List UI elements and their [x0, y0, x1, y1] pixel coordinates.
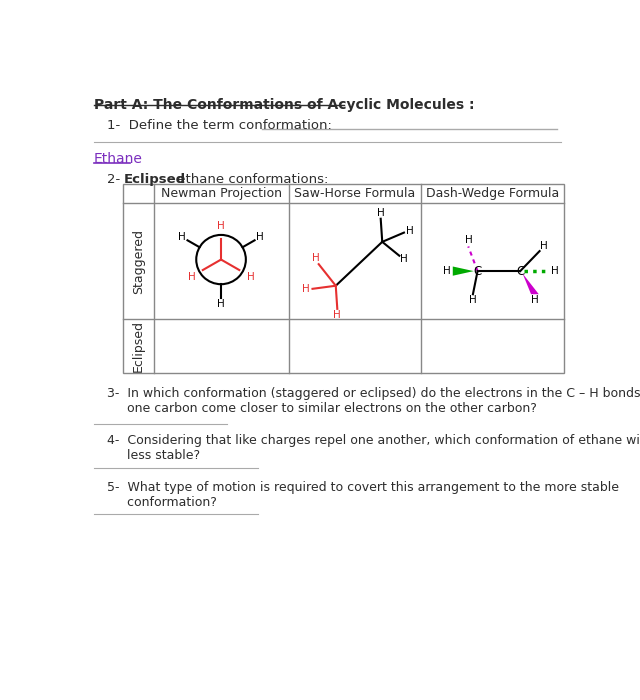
Text: H: H	[377, 208, 385, 218]
Text: Staggered: Staggered	[132, 229, 145, 293]
Bar	[123, 184, 564, 372]
Text: H: H	[246, 272, 255, 281]
Text: H: H	[400, 254, 408, 264]
Text: H: H	[465, 234, 473, 244]
Text: Saw-Horse Formula: Saw-Horse Formula	[294, 187, 416, 200]
Text: H: H	[179, 232, 186, 242]
Text: H: H	[217, 220, 225, 231]
Text: H: H	[333, 310, 341, 320]
Text: 2-: 2-	[107, 173, 129, 186]
Text: Newman Projection: Newman Projection	[161, 187, 282, 200]
Text: H: H	[540, 241, 547, 251]
Text: 1-  Define the term conformation:: 1- Define the term conformation:	[107, 118, 332, 132]
Text: H: H	[531, 295, 539, 305]
Text: Part A: The Conformations of Acyclic Molecules :: Part A: The Conformations of Acyclic Mol…	[94, 98, 474, 112]
Text: H: H	[217, 299, 225, 309]
Text: H: H	[303, 284, 310, 294]
Text: H: H	[469, 295, 477, 305]
Text: H: H	[188, 272, 195, 281]
Polygon shape	[522, 274, 539, 294]
Text: 4-  Considering that like charges repel one another, which conformation of ethan: 4- Considering that like charges repel o…	[107, 434, 640, 463]
Text: H: H	[312, 253, 319, 263]
Text: Ethane: Ethane	[94, 152, 143, 166]
Text: Dash-Wedge Formula: Dash-Wedge Formula	[426, 187, 559, 200]
Text: H: H	[443, 266, 451, 276]
Text: Eclipsed: Eclipsed	[124, 173, 186, 186]
Text: C: C	[516, 265, 524, 278]
Text: H: H	[406, 226, 414, 236]
Text: H: H	[256, 232, 264, 242]
Text: 3-  In which conformation (staggered or eclipsed) do the electrons in the C – H : 3- In which conformation (staggered or e…	[107, 386, 640, 414]
Text: C: C	[474, 265, 482, 278]
Polygon shape	[452, 267, 474, 276]
Text: Eclipsed: Eclipsed	[132, 320, 145, 372]
Text: ethane conformations:: ethane conformations:	[173, 173, 328, 186]
Text: 5-  What type of motion is required to covert this arrangement to the more stabl: 5- What type of motion is required to co…	[107, 480, 619, 508]
Text: H: H	[551, 266, 559, 276]
